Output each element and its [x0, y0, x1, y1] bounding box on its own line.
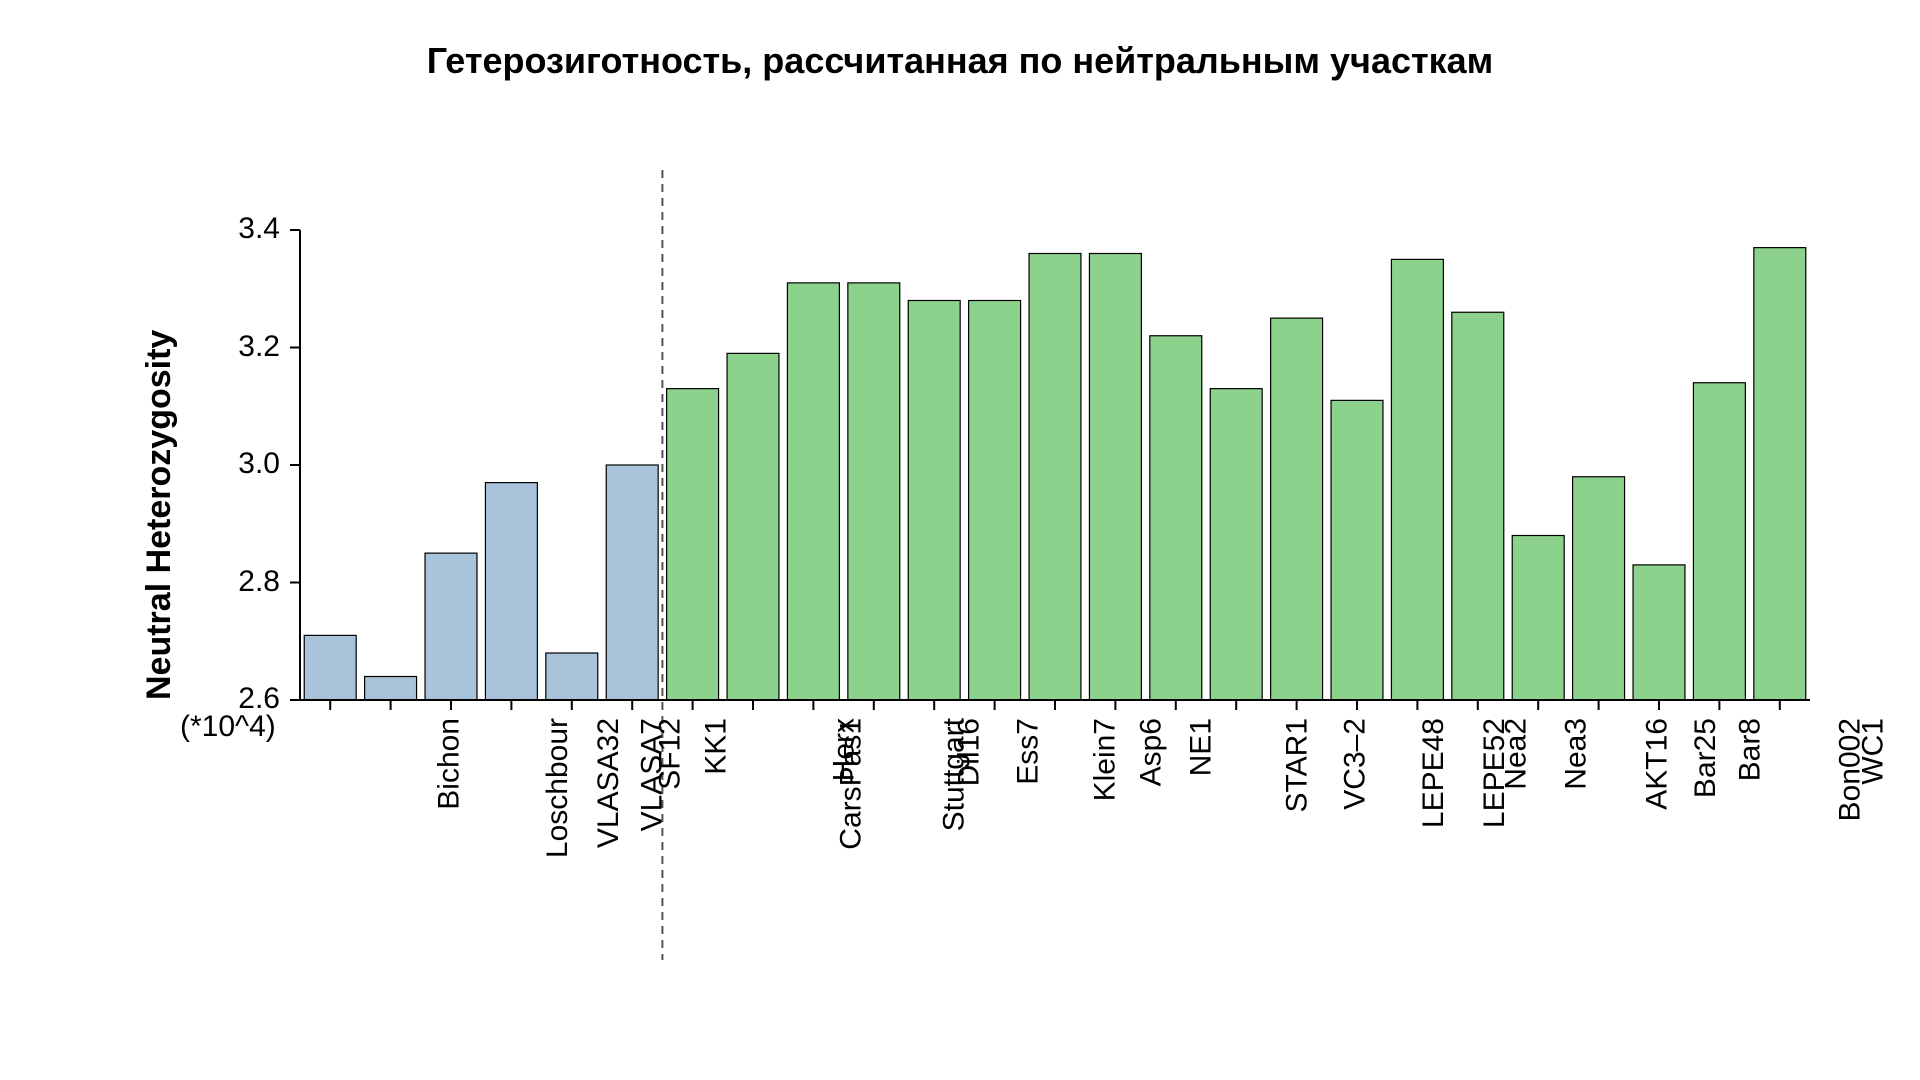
x-tick-label: Dil16	[953, 718, 987, 786]
bar	[969, 301, 1021, 701]
y-tick-label: 2.8	[220, 565, 280, 599]
bar	[485, 483, 537, 700]
x-tick-label: Ess7	[1011, 718, 1045, 785]
y-tick-label: 3.4	[220, 212, 280, 246]
bar	[1452, 312, 1504, 700]
y-tick-label: 3.0	[220, 447, 280, 481]
x-tick-label: Bar25	[1689, 718, 1723, 798]
bar	[1754, 248, 1806, 700]
x-tick-label: LEPE48	[1417, 718, 1451, 828]
bar	[546, 653, 598, 700]
x-tick-label: Klein7	[1089, 718, 1123, 801]
x-tick-label: KK1	[699, 718, 733, 775]
x-tick-label: Nea3	[1560, 718, 1594, 790]
x-tick-label: VC3–2	[1338, 718, 1372, 810]
x-tick-label: Bichon	[432, 718, 466, 810]
x-tick-label: WC1	[1857, 718, 1891, 785]
bar	[365, 677, 417, 701]
y-tick-label: 3.2	[220, 330, 280, 364]
x-tick-label: Bar8	[1733, 718, 1767, 781]
bar	[1633, 565, 1685, 700]
bar	[1089, 254, 1141, 701]
bar	[1029, 254, 1081, 701]
x-tick-label: VLASA32	[592, 718, 626, 848]
bar	[1331, 400, 1383, 700]
bar	[1512, 536, 1564, 701]
bar	[1573, 477, 1625, 700]
bar	[425, 553, 477, 700]
x-tick-label: SF12	[654, 718, 688, 790]
bar	[1693, 383, 1745, 700]
x-tick-label: NE1	[1184, 718, 1218, 776]
x-tick-label: Nea2	[1500, 718, 1534, 790]
bar-chart	[0, 0, 1920, 1080]
x-tick-label: Herx	[827, 718, 861, 781]
bar	[787, 283, 839, 700]
bar	[304, 635, 356, 700]
bar	[1391, 259, 1443, 700]
bar	[1210, 389, 1262, 700]
bar	[1271, 318, 1323, 700]
x-tick-label: Asp6	[1134, 718, 1168, 786]
y-tick-label: 2.6	[220, 682, 280, 716]
bar	[606, 465, 658, 700]
x-tick-label: Loschbour	[541, 718, 575, 858]
bar	[667, 389, 719, 700]
bar	[848, 283, 900, 700]
x-tick-label: AKT16	[1640, 718, 1674, 810]
bar	[1150, 336, 1202, 700]
bar	[908, 301, 960, 701]
x-tick-label: STAR1	[1281, 718, 1315, 812]
bar	[727, 353, 779, 700]
